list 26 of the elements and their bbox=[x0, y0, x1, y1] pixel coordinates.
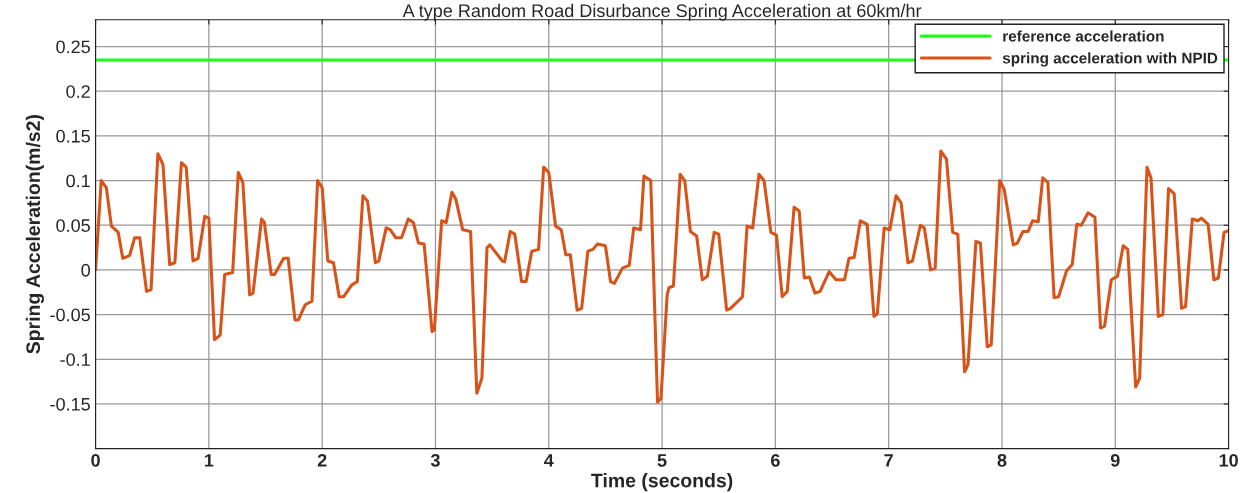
y-tick-label: 0 bbox=[81, 263, 90, 277]
y-tick-label: -0.1 bbox=[60, 353, 90, 366]
x-tick-label: 4 bbox=[544, 454, 554, 467]
x-tick-label: 5 bbox=[657, 454, 667, 467]
x-tick-label: 7 bbox=[884, 454, 893, 467]
x-axis-title: Time (seconds) bbox=[591, 473, 733, 492]
chart-title: A type Random Road Disurbance Spring Acceleration at 60km/hr bbox=[402, 3, 922, 21]
x-tick-label: 1 bbox=[204, 454, 214, 467]
y-tick-label: 0.05 bbox=[56, 219, 90, 232]
y-tick-label: 0.25 bbox=[56, 40, 90, 54]
x-tick-label: 0 bbox=[91, 453, 100, 467]
y-tick-label: -0.05 bbox=[50, 308, 90, 322]
y-tick-label: 0.1 bbox=[66, 174, 90, 188]
x-tick-label: 10 bbox=[1219, 453, 1238, 467]
x-tick-label: 6 bbox=[771, 453, 780, 467]
x-tick-label: 8 bbox=[997, 453, 1007, 467]
x-tick-label: 9 bbox=[1110, 453, 1120, 467]
y-axis-title: Spring Acceleration(m/s2) bbox=[25, 115, 44, 354]
legend-label: reference acceleration bbox=[1003, 30, 1164, 42]
y-tick-label: -0.15 bbox=[50, 397, 90, 411]
y-tick-label: 0.2 bbox=[66, 85, 90, 98]
x-tick-label: 2 bbox=[317, 453, 327, 467]
x-tick-label: 3 bbox=[430, 453, 440, 467]
line-series bbox=[95, 149, 1229, 404]
y-tick-label: 0.15 bbox=[56, 129, 90, 143]
legend-label: spring acceleration with NPID bbox=[1002, 52, 1218, 67]
